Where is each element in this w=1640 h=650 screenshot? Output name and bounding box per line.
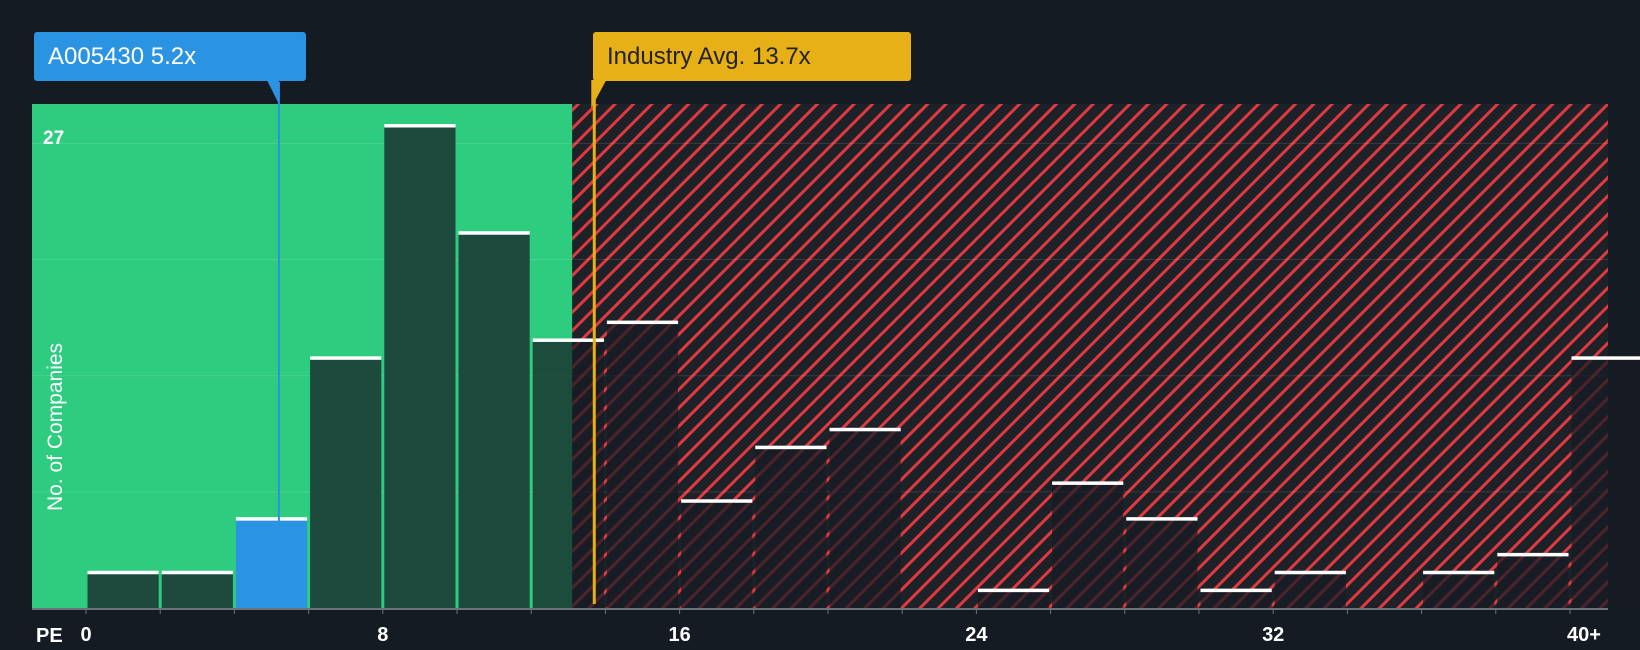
bar-cap bbox=[755, 445, 827, 450]
y-max-label: 27 bbox=[43, 128, 64, 149]
bar-body bbox=[1497, 554, 1569, 608]
bars bbox=[87, 124, 1640, 609]
bar-body bbox=[235, 518, 308, 608]
bar-body bbox=[1126, 518, 1198, 608]
x-tick-label: 8 bbox=[377, 624, 388, 646]
bar-cap bbox=[1200, 588, 1272, 593]
histogram-bar bbox=[1571, 356, 1640, 608]
histogram-bar bbox=[310, 356, 382, 608]
bar-cap bbox=[1126, 517, 1198, 521]
histogram-bar bbox=[161, 570, 233, 608]
bar-cap bbox=[977, 588, 1050, 593]
histogram-bar bbox=[458, 231, 530, 609]
bar-cap bbox=[1571, 356, 1640, 360]
bar-body bbox=[1274, 572, 1346, 608]
histogram-bar bbox=[1052, 481, 1124, 608]
histogram-bar bbox=[606, 320, 679, 608]
x-tick-label: 0 bbox=[80, 624, 91, 646]
bar-cap bbox=[1423, 570, 1495, 575]
y-axis-label: No. of Companies bbox=[44, 343, 67, 511]
histogram-bar bbox=[1200, 588, 1272, 608]
histogram-bar bbox=[1126, 517, 1198, 608]
bar-body bbox=[1423, 572, 1495, 608]
histogram-bar bbox=[755, 445, 827, 608]
x-tick-label: 24 bbox=[965, 624, 988, 646]
company-pe-callout: A005430 5.2x bbox=[34, 32, 306, 81]
bar-cap bbox=[458, 231, 530, 235]
bar-cap bbox=[161, 570, 233, 575]
bar-body bbox=[458, 232, 530, 609]
x-axis-ticks: 0 8 16 24 32 40+ bbox=[80, 608, 1601, 646]
bar-cap bbox=[1497, 552, 1569, 557]
bar-cap bbox=[384, 124, 456, 128]
bar-body bbox=[681, 500, 753, 608]
bar-body bbox=[977, 590, 1050, 608]
histogram-bar bbox=[235, 517, 308, 608]
bar-body bbox=[161, 572, 233, 608]
histogram-bar bbox=[1497, 552, 1569, 608]
bar-body bbox=[87, 572, 159, 608]
industry-avg-callout: Industry Avg. 13.7x bbox=[593, 32, 911, 81]
bar-cap bbox=[310, 356, 382, 360]
bar-body bbox=[1571, 357, 1640, 608]
histogram-bar bbox=[384, 124, 456, 608]
bar-body bbox=[532, 339, 604, 608]
bar-body bbox=[1052, 482, 1124, 608]
bar-cap bbox=[606, 320, 679, 325]
company-callout-pointer bbox=[266, 80, 279, 104]
x-tick-label: 32 bbox=[1262, 624, 1284, 646]
histogram-bar bbox=[829, 427, 901, 608]
histogram-bar bbox=[532, 338, 604, 608]
x-tick-label: 40+ bbox=[1567, 624, 1601, 646]
histogram-bar bbox=[87, 570, 159, 608]
bar-cap bbox=[1274, 570, 1346, 575]
bar-body bbox=[755, 447, 827, 608]
bar-body bbox=[384, 125, 456, 608]
bar-body bbox=[829, 429, 901, 608]
x-tick-label: 16 bbox=[668, 624, 690, 646]
histogram-bar bbox=[1423, 570, 1495, 608]
bar-cap bbox=[681, 499, 753, 503]
histogram-bar bbox=[681, 499, 753, 608]
x-axis-label: PE bbox=[36, 625, 63, 647]
bar-cap bbox=[1052, 481, 1124, 485]
bar-cap bbox=[532, 338, 604, 342]
histogram-bar bbox=[977, 588, 1050, 608]
histogram-bar bbox=[1274, 570, 1346, 608]
bar-cap bbox=[87, 570, 159, 575]
bar-body bbox=[1200, 590, 1272, 608]
bar-body bbox=[606, 322, 679, 608]
industry-callout-pointer bbox=[591, 80, 607, 108]
bar-cap bbox=[235, 517, 308, 521]
bar-cap bbox=[829, 427, 901, 432]
bar-body bbox=[310, 357, 382, 608]
